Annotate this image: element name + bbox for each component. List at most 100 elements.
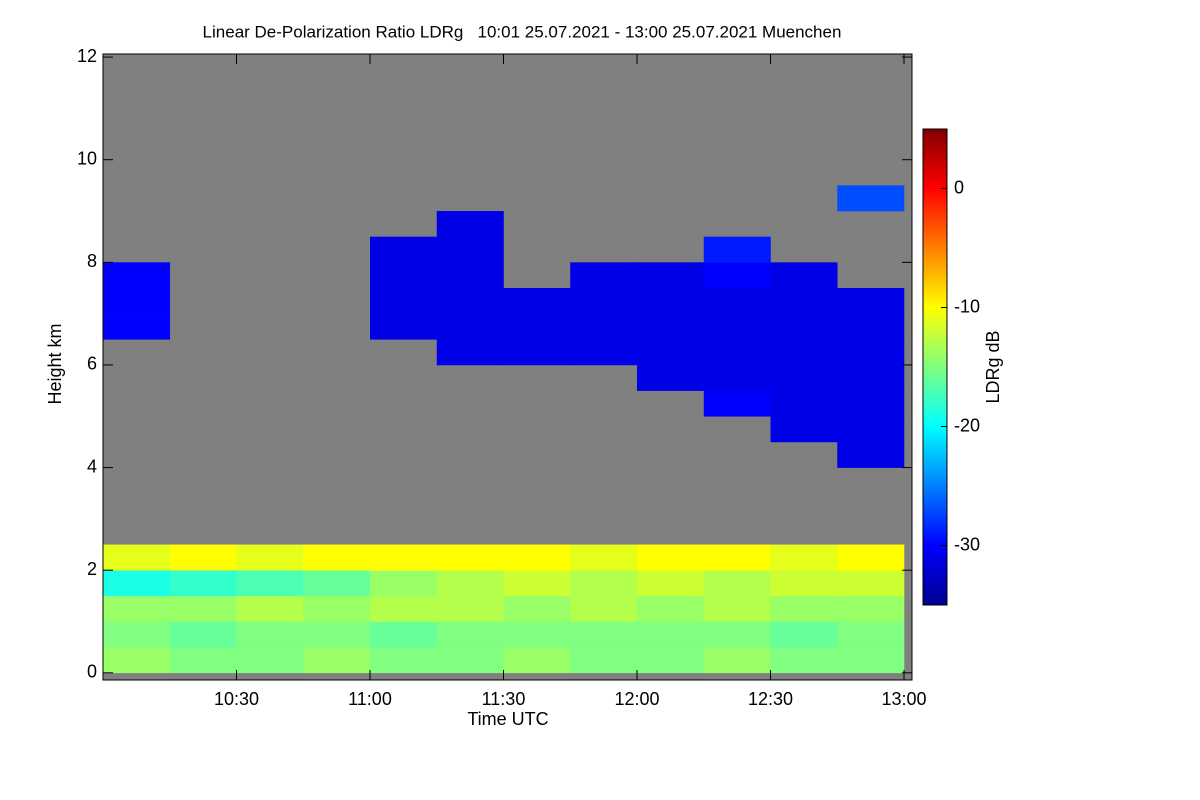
heatmap-cell	[236, 570, 304, 597]
heatmap-cell	[770, 416, 838, 443]
heatmap-cell	[436, 287, 504, 314]
heatmap-cell	[636, 313, 705, 340]
heatmap-cell	[503, 647, 571, 674]
heatmap-cell	[103, 647, 171, 674]
heatmap-cell	[503, 544, 571, 571]
x-axis-label: Time UTC	[467, 709, 548, 729]
heatmap-cell	[570, 544, 638, 571]
heatmap-cell	[770, 364, 838, 391]
x-tick-label: 10:30	[214, 689, 259, 709]
heatmap-cell	[236, 595, 304, 622]
heatmap-cell	[570, 313, 638, 340]
heatmap-cell	[369, 313, 438, 340]
heatmap-cell	[436, 570, 504, 597]
heatmap-cell	[837, 390, 905, 417]
heatmap-cell	[837, 287, 905, 314]
heatmap-cell	[369, 262, 438, 289]
heatmap-cell	[770, 621, 838, 648]
heatmap-cell	[369, 647, 438, 674]
heatmap-cell	[303, 621, 371, 648]
heatmap-cell	[703, 544, 771, 571]
heatmap-cell	[570, 595, 638, 622]
heatmap-cell	[570, 262, 638, 289]
heatmap-cell	[103, 570, 171, 597]
heatmap-cell	[770, 262, 838, 289]
y-tick-label: 12	[77, 46, 97, 66]
heatmap-cell	[703, 287, 771, 314]
heatmap-cell	[636, 544, 705, 571]
heatmap-cell	[770, 570, 838, 597]
heatmap-cell	[570, 647, 638, 674]
y-tick-label: 8	[87, 251, 97, 271]
colorbar-tick-label: -20	[954, 415, 980, 435]
heatmap-cell	[770, 287, 838, 314]
y-tick-label: 0	[87, 662, 97, 682]
heatmap-cell	[703, 313, 771, 340]
heatmap-cell	[436, 621, 504, 648]
heatmap-cell	[436, 647, 504, 674]
x-tick-label: 11:00	[348, 689, 392, 709]
colorbar-tick-label: -30	[954, 534, 980, 554]
heatmap-cell	[236, 647, 304, 674]
heatmap-cell	[636, 595, 705, 622]
heatmap-cell	[703, 236, 771, 263]
heatmap-cell	[770, 544, 838, 571]
heatmap-cell	[503, 595, 571, 622]
heatmap-cell	[103, 262, 171, 289]
heatmap-cell	[503, 570, 571, 597]
heatmap-cell	[703, 595, 771, 622]
heatmap-cell	[837, 595, 905, 622]
heatmap-cell	[169, 621, 237, 648]
heatmap-cell	[837, 544, 905, 571]
heatmap-cell	[703, 390, 771, 417]
colorbar-tick-label: 0	[954, 177, 964, 197]
heatmap-cell	[636, 570, 705, 597]
heatmap-cell	[636, 262, 705, 289]
heatmap-cell	[837, 647, 905, 674]
heatmap-cell	[837, 441, 905, 468]
heatmap-cell	[770, 390, 838, 417]
heatmap-cell	[770, 647, 838, 674]
y-tick-label: 6	[87, 354, 97, 374]
heatmap-cell	[503, 339, 571, 366]
heatmap-cell	[436, 236, 504, 263]
heatmap-cell	[570, 621, 638, 648]
heatmap-cell	[103, 621, 171, 648]
heatmap-cell	[570, 339, 638, 366]
heatmap-cell	[703, 262, 771, 289]
heatmap-cell	[236, 544, 304, 571]
heatmap-cell	[169, 570, 237, 597]
heatmap-cell	[703, 647, 771, 674]
colorbar-label: LDRg dB	[983, 330, 1003, 403]
heatmap-cell	[703, 621, 771, 648]
heatmap-cell	[703, 570, 771, 597]
heatmap-cell	[503, 621, 571, 648]
heatmap-cell	[570, 570, 638, 597]
heatmap-cell	[436, 313, 504, 340]
heatmap-cell	[303, 595, 371, 622]
heatmap-cell	[303, 647, 371, 674]
heatmap-cell	[369, 621, 438, 648]
heatmap-cell	[837, 416, 905, 443]
heatmap-cell	[369, 595, 438, 622]
heatmap-cell	[503, 287, 571, 314]
y-tick-label: 4	[87, 456, 97, 476]
x-tick-label: 12:30	[748, 689, 793, 709]
heatmap-cell	[636, 621, 705, 648]
chart-title: Linear De-Polarization Ratio LDRg 10:01 …	[203, 22, 842, 41]
heatmap-cell	[303, 544, 371, 571]
heatmap-cell	[369, 287, 438, 314]
heatmap-cell	[503, 313, 571, 340]
heatmap-cell	[837, 570, 905, 597]
plot-frame	[102, 53, 913, 681]
heatmap-cell	[636, 647, 705, 674]
x-tick-label: 12:00	[614, 689, 659, 709]
heatmap-cell	[703, 364, 771, 391]
heatmap-cell	[703, 339, 771, 366]
heatmap-cell	[837, 621, 905, 648]
heatmap-cell	[103, 313, 171, 340]
y-axis-label: Height km	[45, 323, 65, 404]
heatmap-cell	[103, 595, 171, 622]
colorbar-tick-label: -10	[954, 296, 980, 316]
